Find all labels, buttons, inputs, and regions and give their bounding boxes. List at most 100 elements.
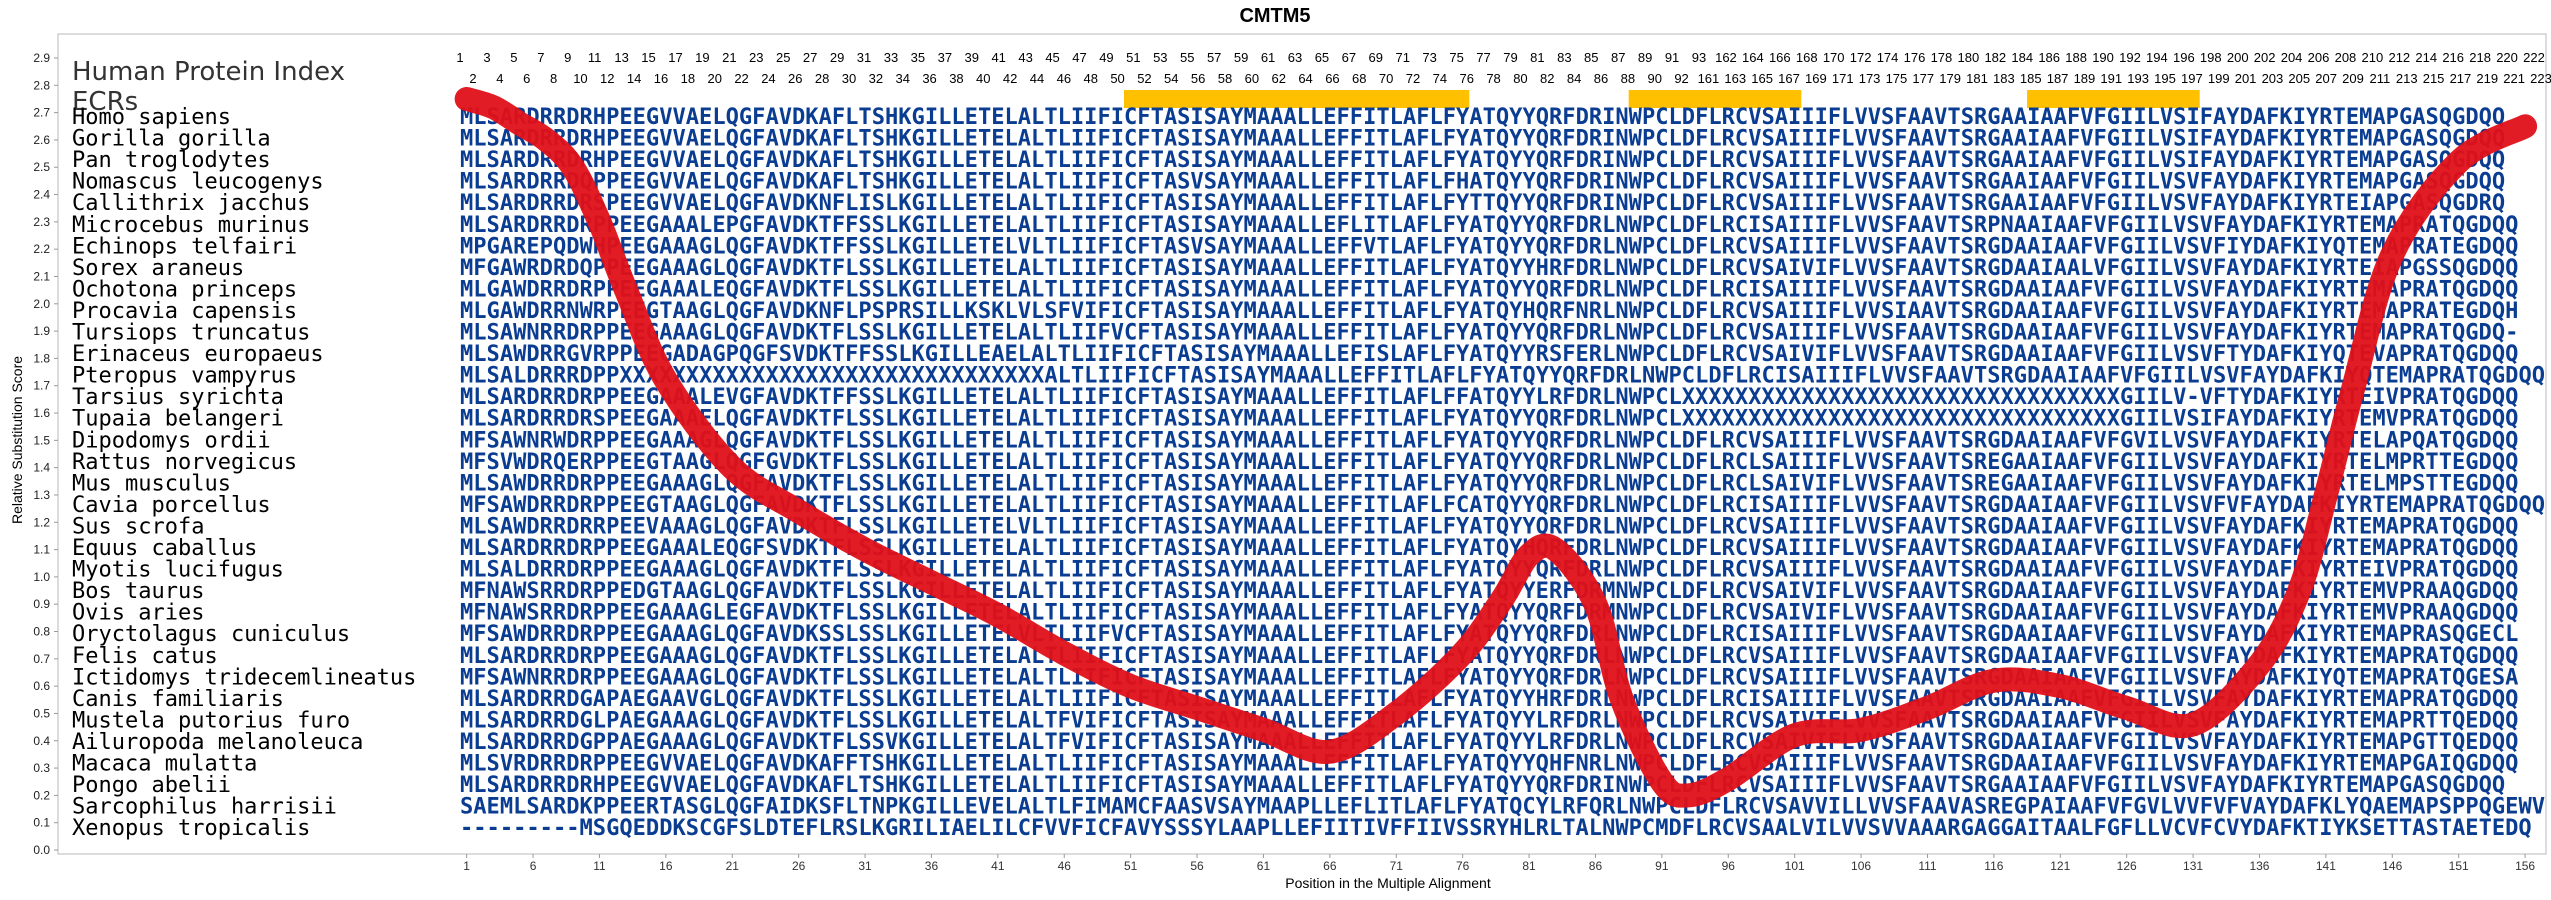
x-tick-label: 1 — [463, 859, 470, 873]
y-tick-label: 0.1 — [33, 816, 50, 830]
species-name: Pongo abelii — [72, 773, 231, 798]
y-tick-label: 1.8 — [33, 351, 50, 365]
protein-index-top: 218 — [2469, 50, 2491, 65]
x-tick-label: 96 — [1722, 859, 1736, 873]
protein-index-bottom: 181 — [1966, 71, 1988, 86]
protein-index-bottom: 18 — [681, 71, 695, 86]
protein-index-top: 53 — [1153, 50, 1167, 65]
ecr-label: ECRs — [72, 87, 138, 117]
protein-index-bottom: 175 — [1886, 71, 1908, 86]
protein-index-top: 214 — [2415, 50, 2437, 65]
protein-index-bottom: 78 — [1486, 71, 1500, 86]
species-name: Canis familiaris — [72, 687, 284, 712]
protein-index-top: 33 — [884, 50, 898, 65]
sequence-row: MLSVRDRRDRPPEEGVVAELQGFAVDKAFFTSHKGILLET… — [460, 752, 2518, 777]
protein-index-bottom: 26 — [788, 71, 802, 86]
species-name: Tarsius syrichta — [72, 385, 284, 410]
protein-index-top: 43 — [1018, 50, 1032, 65]
protein-index-bottom: 80 — [1513, 71, 1527, 86]
species-name: Bos taurus — [72, 579, 204, 604]
y-tick-label: 0.3 — [33, 761, 50, 775]
species-name: Equus caballus — [72, 536, 257, 561]
protein-index-bottom: 92 — [1674, 71, 1688, 86]
protein-index-bottom: 213 — [2396, 71, 2418, 86]
species-name: Rattus norvegicus — [72, 450, 297, 475]
protein-index-top: 79 — [1503, 50, 1517, 65]
y-tick-label: 0.6 — [33, 679, 50, 693]
protein-index-top: 47 — [1072, 50, 1086, 65]
protein-index-top: 196 — [2173, 50, 2195, 65]
protein-index-bottom: 167 — [1778, 71, 1800, 86]
sequence-row: MLSARDRRDRPPEEGAAALEVGFAVDKTFFSSLKGILLET… — [460, 385, 2518, 410]
protein-index-top: 182 — [1984, 50, 2006, 65]
sequence-row: MLSARDRRDRHPEEGVVAELQGFAVDKAFLTSHKGILLET… — [460, 773, 2505, 798]
y-tick-label: 1.9 — [33, 324, 50, 338]
protein-index-bottom: 50 — [1110, 71, 1124, 86]
protein-index-top: 81 — [1530, 50, 1544, 65]
species-name: Xenopus tropicalis — [72, 816, 310, 841]
species-name: Oryctolagus cuniculus — [72, 622, 350, 647]
sequence-row: MLGAWDRRDRPPEEGAAALEQGFAVDKTFLSSLKGILLET… — [460, 277, 2518, 302]
species-name: Sorex araneus — [72, 256, 244, 281]
species-name: Macaca mulatta — [72, 752, 257, 777]
protein-index-row-top: 1 3 5 7 9 11 13 15 17 19 21 23 25 27 29 31 33 35 37 39 41 43 4… — [456, 50, 2544, 65]
protein-index-top: 71 — [1395, 50, 1409, 65]
species-name: Callithrix jacchus — [72, 191, 310, 216]
x-tick-label: 126 — [2117, 859, 2137, 873]
protein-index-bottom: 30 — [842, 71, 856, 86]
protein-index-top: 29 — [830, 50, 844, 65]
y-tick-label: 1.3 — [33, 488, 50, 502]
x-tick-label: 31 — [858, 859, 872, 873]
protein-index-top: 162 — [1715, 50, 1737, 65]
protein-index-bottom: 28 — [815, 71, 829, 86]
protein-index-bottom: 197 — [2181, 71, 2203, 86]
sequence-row: MLSARDRRDRPPEEGAAALEQGFSVDKTFLSSLKGILLET… — [460, 536, 2518, 561]
protein-index-top: 184 — [2011, 50, 2033, 65]
protein-index-bottom: 173 — [1859, 71, 1881, 86]
protein-index-bottom: 72 — [1406, 71, 1420, 86]
protein-index-top: 87 — [1611, 50, 1625, 65]
x-tick-label: 61 — [1257, 859, 1271, 873]
protein-index-bottom: 32 — [869, 71, 883, 86]
species-name: Ovis aries — [72, 601, 204, 626]
x-tick-label: 146 — [2382, 859, 2402, 873]
protein-index-bottom: 88 — [1621, 71, 1635, 86]
x-tick-label: 66 — [1323, 859, 1337, 873]
x-axis: 1 6 11 16 21 26 31 36 41 46 51 56 61 66 71 76 81 86 91 96 10… — [463, 854, 2535, 873]
protein-index-bottom: 203 — [2262, 71, 2284, 86]
protein-index-bottom: 195 — [2154, 71, 2176, 86]
sequence-row: MLSARDRRDRHPEEGVVAELQGFAVDKAFLTSHKGILLET… — [460, 105, 2505, 130]
x-tick-label: 71 — [1390, 859, 1404, 873]
protein-index-bottom: 70 — [1379, 71, 1393, 86]
y-tick-label: 2.6 — [33, 133, 50, 147]
species-name: Ochotona princeps — [72, 277, 297, 302]
species-name: Gorilla gorilla — [72, 127, 271, 152]
x-tick-label: 76 — [1456, 859, 1470, 873]
x-tick-label: 131 — [2183, 859, 2203, 873]
protein-index-bottom: 22 — [734, 71, 748, 86]
y-tick-label: 0.5 — [33, 706, 50, 720]
protein-index-top: 220 — [2496, 50, 2518, 65]
score-line — [454, 86, 2538, 808]
sequence-row: MLSALDRRRDPPXXXXXXXXXXXXXXXXXXXXXXXXXXXX… — [460, 364, 2545, 389]
sequence-row: MLSAWDRRGVRPPEEGADAGPQGFSVDKTFFSSLKGILLE… — [460, 342, 2518, 367]
x-tick-label: 51 — [1124, 859, 1138, 873]
protein-index-top: 91 — [1665, 50, 1679, 65]
protein-index-bottom: 52 — [1137, 71, 1151, 86]
protein-index-top: 13 — [614, 50, 628, 65]
protein-index-bottom: 187 — [2047, 71, 2069, 86]
protein-index-bottom: 223 — [2530, 71, 2551, 86]
protein-index-top: 75 — [1449, 50, 1463, 65]
y-tick-label: 0.8 — [33, 625, 50, 639]
protein-index-bottom: 54 — [1164, 71, 1178, 86]
sequence-row: MLSARDRRDGAPAEGAAVGLQGFAVDKTFLSSLKGILLET… — [460, 687, 2518, 712]
protein-index-top: 85 — [1584, 50, 1598, 65]
protein-index-bottom: 44 — [1030, 71, 1044, 86]
protein-index-top: 21 — [722, 50, 736, 65]
sequence-row: MFSAWNRRDRPPEEGAAAGLQGFAVDKTFLSSLKGILLET… — [460, 665, 2518, 690]
sequence-row: MPGAREPQDWHPEEGAAAGLQGFAVDKTFFSSLKGILLET… — [460, 234, 2518, 259]
protein-index-bottom: 74 — [1433, 71, 1447, 86]
protein-index-top: 186 — [2038, 50, 2060, 65]
sequence-row: MLSARDRRDRSPEEGVVAELQGFAVDKNFLISLKGILLET… — [460, 191, 2505, 216]
protein-index-top: 7 — [537, 50, 544, 65]
